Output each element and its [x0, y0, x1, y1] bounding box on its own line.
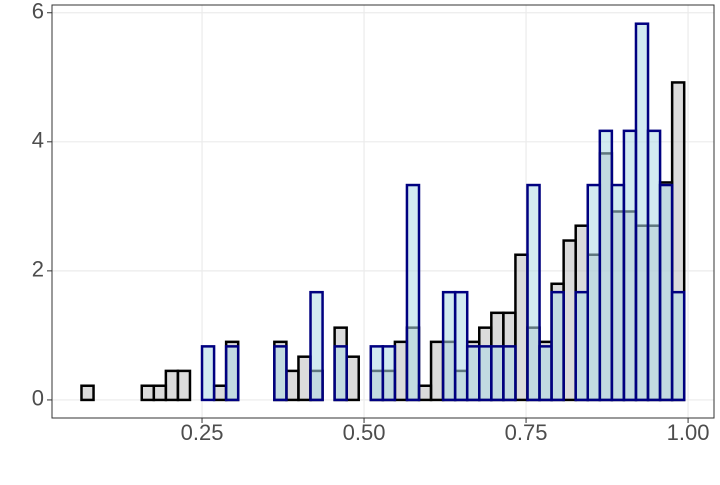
x-tick-label: 0.25: [181, 420, 224, 445]
histogram-bar: [285, 369, 300, 402]
histogram-bar: [381, 345, 397, 402]
histogram-bar: [610, 183, 626, 402]
y-tick-label: 4: [32, 128, 44, 153]
histogram-bar: [453, 290, 469, 402]
x-tick-label: 1.00: [667, 420, 710, 445]
histogram-bar: [80, 384, 95, 402]
histogram-bar: [273, 345, 288, 402]
y-tick-label: 0: [32, 386, 44, 411]
histogram-bar: [405, 183, 421, 402]
histogram-bar: [212, 384, 228, 402]
histogram-bar: [670, 290, 686, 402]
histogram-bar: [490, 345, 505, 402]
histogram-bar: [333, 345, 348, 402]
histogram-bar: [345, 355, 360, 402]
histogram-bar: [200, 345, 216, 402]
histogram-bar: [297, 355, 312, 402]
histogram-bar: [164, 369, 180, 402]
histogram-bar: [514, 253, 529, 402]
histogram-bar: [586, 183, 602, 402]
x-tick-label: 0.75: [505, 420, 548, 445]
histogram-bar: [646, 129, 662, 402]
histogram-bar: [598, 129, 614, 402]
histogram-bar: [502, 345, 517, 402]
histogram-bar: [224, 345, 240, 402]
histogram-bar: [634, 22, 650, 402]
histogram-bar: [369, 345, 385, 402]
histogram-bar: [393, 340, 409, 402]
histogram-bar: [152, 384, 168, 402]
histogram-bar: [562, 239, 577, 402]
histogram-bar: [309, 290, 324, 402]
histogram-bar: [538, 345, 553, 402]
histogram-bar: [429, 340, 445, 402]
histogram-bar: [140, 384, 156, 402]
y-tick-label: 2: [32, 257, 44, 282]
histogram-bar: [622, 129, 638, 402]
panel-border: [51, 4, 715, 419]
histogram-bar: [478, 345, 493, 402]
histogram-bar: [417, 384, 433, 402]
y-tick-label: 6: [32, 0, 44, 24]
histogram-bar: [441, 290, 457, 402]
histogram-bar: [574, 290, 590, 402]
histogram-bar: [176, 369, 192, 402]
x-tick-label: 0.50: [343, 420, 386, 445]
histogram-bar: [550, 290, 565, 402]
histogram-bar: [465, 345, 481, 402]
histogram-bar: [526, 183, 541, 402]
histogram-bar: [658, 183, 674, 402]
